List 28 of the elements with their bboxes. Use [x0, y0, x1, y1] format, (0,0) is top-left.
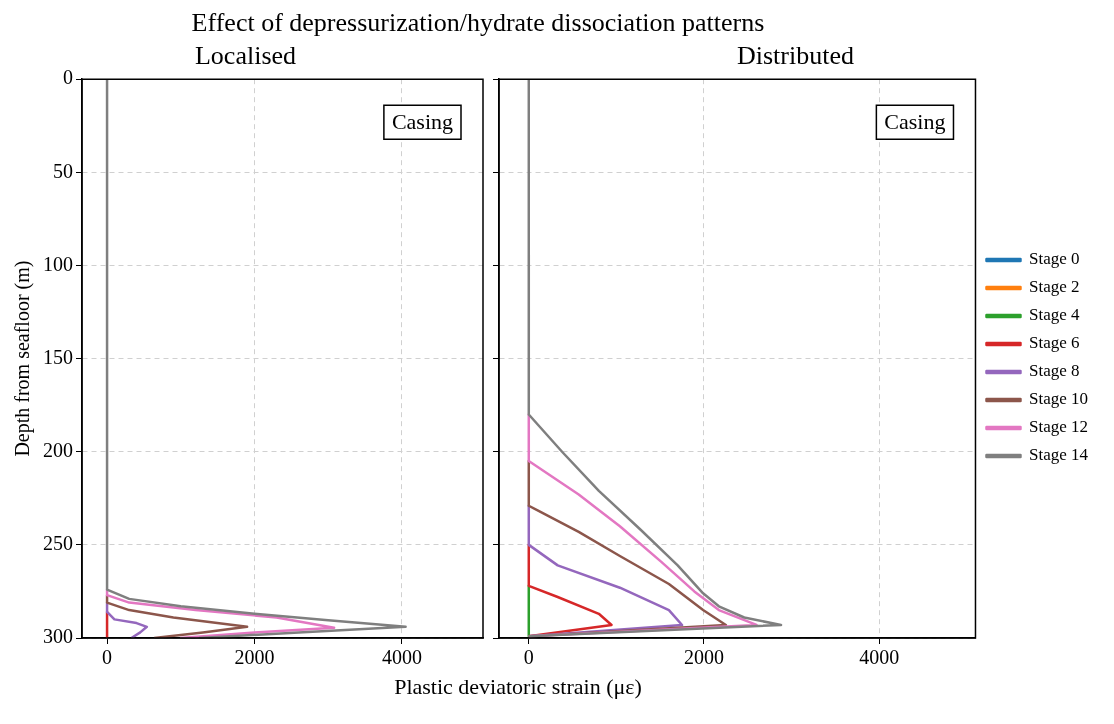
- annotation: Casing: [391, 108, 454, 134]
- x-tick-label: 2000: [683, 646, 724, 669]
- y-tick-label: 150: [43, 345, 73, 368]
- x-tick-label: 4000: [859, 646, 900, 669]
- x-tick-label: 2000: [234, 646, 275, 669]
- y-tick-label: 50: [53, 159, 73, 182]
- legend-label: Stage 0: [1028, 249, 1080, 269]
- legend-label: Stage 14: [1028, 445, 1089, 465]
- x-tick-label: 0: [102, 646, 113, 669]
- y-tick-label: 100: [43, 252, 73, 275]
- y-tick-label: 250: [43, 532, 73, 555]
- annotation: Casing: [884, 108, 946, 134]
- legend-label: Stage 2: [1028, 277, 1080, 297]
- x-tick-label: 4000: [381, 646, 422, 669]
- legend-label: Stage 10: [1028, 389, 1089, 409]
- legend-label: Stage 12: [1028, 417, 1089, 437]
- y-axis-title: Depth from seafloor (m): [11, 260, 35, 457]
- x-axis-title: Plastic deviatoric strain (με): [393, 674, 643, 700]
- legend-label: Stage 8: [1028, 361, 1080, 381]
- legend-label: Stage 4: [1028, 305, 1080, 325]
- y-tick-label: 0: [63, 66, 73, 89]
- y-tick-label: 200: [43, 438, 73, 461]
- x-tick-label: 0: [523, 646, 534, 669]
- chart-title: Effect of depressurization/hydrate dissociation patterns: [190, 8, 766, 38]
- y-tick-label: 300: [43, 625, 73, 648]
- legend-label: Stage 6: [1028, 333, 1080, 353]
- chart-title: Distributed: [737, 41, 854, 71]
- chart-subtitle: Localised: [194, 41, 297, 71]
